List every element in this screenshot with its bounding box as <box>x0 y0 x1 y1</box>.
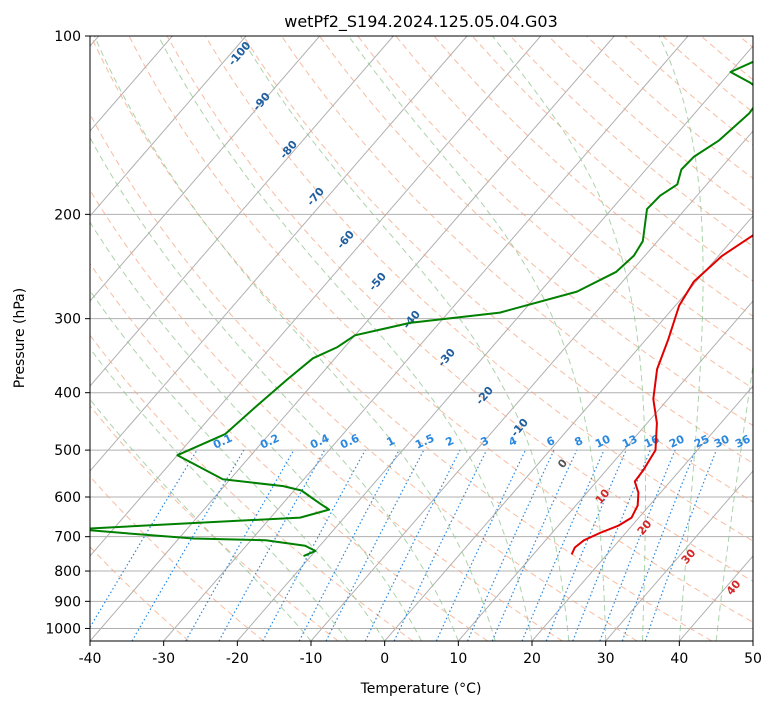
mixing-ratio-line <box>644 449 717 641</box>
mixing-ratio-line <box>466 449 555 641</box>
y-tick-label: 300 <box>54 312 81 328</box>
y-tick-label: 100 <box>54 29 81 45</box>
x-tick-label: 30 <box>597 651 615 667</box>
isotherm-gridline <box>90 36 394 387</box>
y-tick-label: 800 <box>54 564 81 580</box>
dry-adiabat <box>395 36 753 353</box>
moist-adiabat <box>90 136 459 641</box>
mixing-ratio-line <box>599 449 676 641</box>
y-tick-label: 200 <box>54 207 81 223</box>
x-tick-label: 0 <box>380 651 389 667</box>
mixing-ratio-line <box>364 449 461 641</box>
isotherm-gridline <box>605 470 753 641</box>
mixing-ratio-label: 20 <box>667 432 687 450</box>
dry-adiabat <box>90 334 414 641</box>
isotherm-gridline <box>457 300 753 641</box>
moist-adiabat <box>157 36 533 641</box>
mixing-ratio-label: 25 <box>692 432 711 450</box>
y-tick-label: 1000 <box>45 621 81 637</box>
x-tick-label: 40 <box>670 651 688 667</box>
dry-adiabat <box>90 189 563 641</box>
plot-area: -100-90-80-70-60-50-40-30-20-100.1 0.2 0.4… <box>90 36 753 641</box>
moist-adiabat <box>90 221 422 641</box>
x-tick-label: 20 <box>523 651 541 667</box>
isotherm-gridline <box>90 36 468 472</box>
moist-adiabat <box>658 36 704 641</box>
y-axis-label: Pressure (hPa) <box>12 288 28 388</box>
sounding-series <box>90 60 753 558</box>
mixing-ratio-label: 10 <box>593 432 613 450</box>
dry-adiabat <box>471 36 753 282</box>
moist-adiabat <box>90 398 312 641</box>
y-tick-label: 500 <box>54 443 81 459</box>
moist-adiabat <box>90 289 386 641</box>
mixing-ratio-line <box>545 449 627 641</box>
dry-adiabat <box>90 262 488 641</box>
y-tick-label: 700 <box>54 530 81 546</box>
isobar-gridlines <box>90 36 753 629</box>
y-tick-label: 900 <box>54 594 81 610</box>
mixing-ratio-line <box>218 449 326 641</box>
mixing-ratio-label: 36 <box>733 432 753 450</box>
isotherm-gridline <box>90 36 247 217</box>
y-tick-label: 600 <box>54 490 81 506</box>
dry-adiabat <box>242 36 753 503</box>
moist-adiabat <box>90 347 349 641</box>
x-axis-ticks: -40 -30 -20 -10 0 10 20 30 40 50 <box>79 641 762 667</box>
temperature-line <box>570 234 753 555</box>
x-tick-label: -30 <box>152 651 175 667</box>
moist-adiabat <box>93 36 496 641</box>
dry-adiabat <box>433 36 753 317</box>
isotherm-gridline <box>310 130 753 641</box>
dry-adiabat <box>166 36 753 582</box>
dry-adiabat <box>90 405 339 641</box>
mixing-ratio-line <box>262 449 366 641</box>
mixing-ratio-label: 30 <box>712 432 732 450</box>
dry-adiabat <box>128 36 753 623</box>
moist-adiabats <box>90 36 753 641</box>
x-tick-label: 50 <box>744 651 762 667</box>
x-tick-label: -20 <box>226 651 249 667</box>
moist-adiabat <box>492 36 646 641</box>
isotherm-gridline <box>384 215 753 641</box>
x-tick-label: -40 <box>79 651 102 667</box>
isotherm-gridline <box>90 36 615 641</box>
x-axis-label: Temperature (°C) <box>360 681 482 697</box>
isotherm-gridlines <box>90 36 753 641</box>
isotherm-gridline <box>90 36 321 302</box>
y-axis-ticks: 100 200 300 400 500 600 700 800 900 1000 <box>45 29 90 637</box>
moist-adiabat <box>240 36 570 641</box>
isotherm-gridline <box>531 385 753 641</box>
isotherm-gridline <box>236 45 753 641</box>
x-tick-label: 10 <box>449 651 467 667</box>
dry-adiabat <box>204 36 753 542</box>
dry-adiabat <box>90 546 190 641</box>
moist-adiabat <box>715 361 753 641</box>
dry-adiabat <box>90 36 712 641</box>
y-tick-label: 400 <box>54 386 81 402</box>
mixing-ratio-line <box>90 449 198 629</box>
dewpoint-line <box>90 60 753 558</box>
dry-adiabat <box>90 475 264 641</box>
mixing-ratio-line <box>621 449 697 641</box>
plot-frame <box>89 35 754 642</box>
moist-adiabat <box>348 36 607 641</box>
chart-title: wetPf2_S194.2024.125.05.04.G03 <box>284 12 558 32</box>
mixing-ratio-label: 13 <box>620 432 639 450</box>
mixing-ratio-line <box>572 449 651 641</box>
isotherm-gridline <box>90 36 542 557</box>
mixing-ratio-lines <box>90 449 717 641</box>
mixing-ratio-line <box>185 449 295 641</box>
dry-adiabat <box>90 113 638 641</box>
x-tick-label: -10 <box>300 651 323 667</box>
mixing-ratio-line <box>521 449 605 641</box>
mixing-ratio-line <box>491 449 578 641</box>
